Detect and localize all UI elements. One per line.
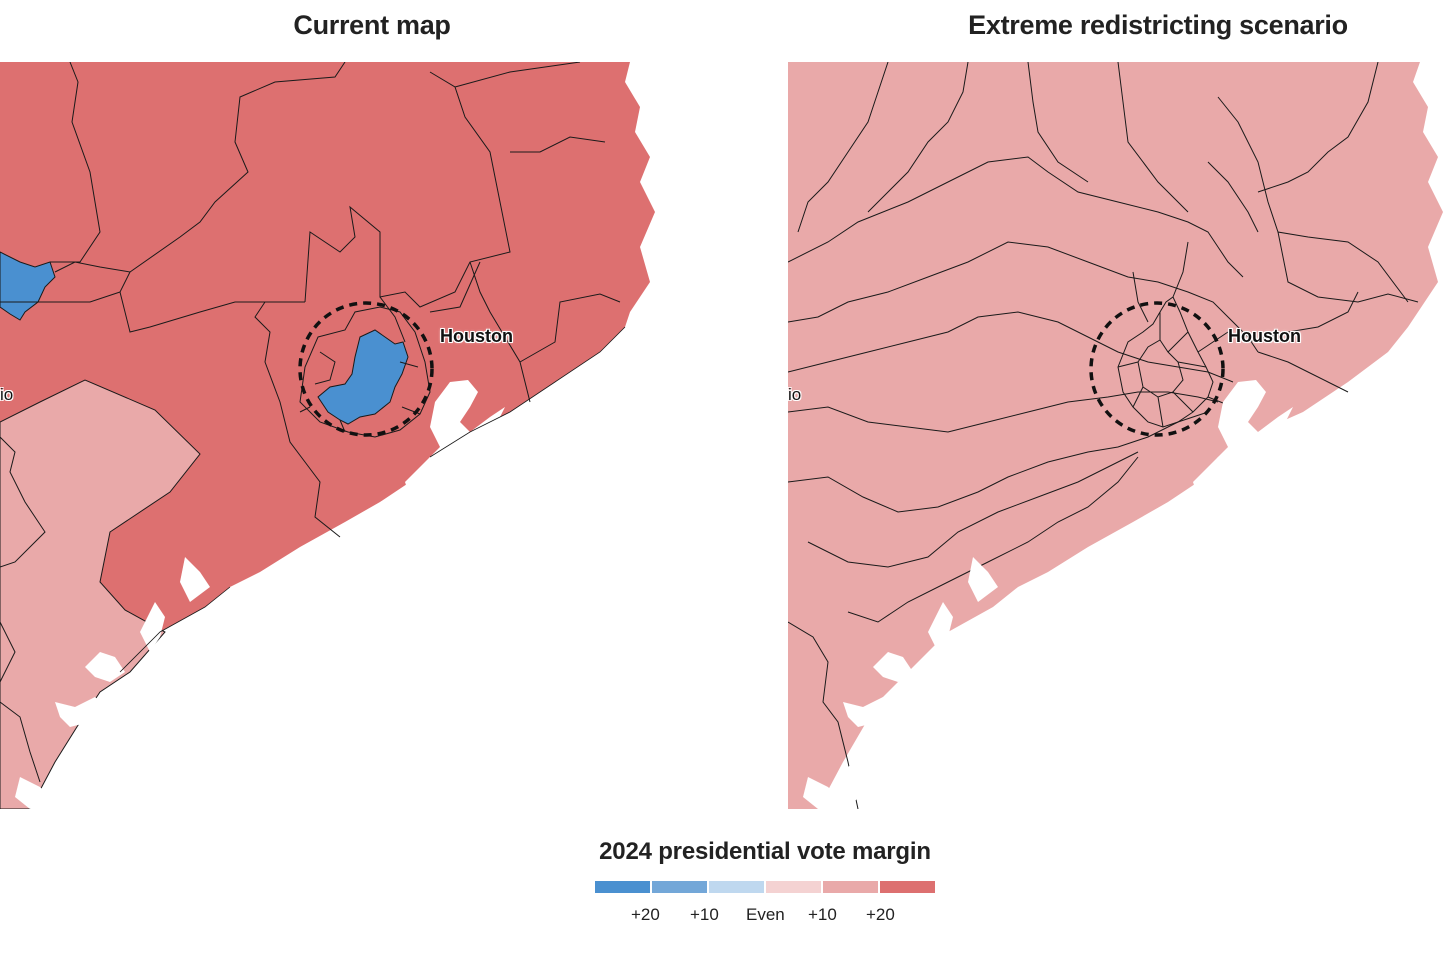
legend-swatch-r10 <box>823 881 878 893</box>
legend-swatch-d10 <box>652 881 707 893</box>
water-bays <box>15 380 505 809</box>
legend-tick-even: Even <box>746 905 785 924</box>
houston-focus-circle-right <box>1089 301 1225 437</box>
redistricting-map: Houston io <box>788 62 1456 809</box>
legend-tick-r10: +10 <box>808 905 837 924</box>
redistricted-borders <box>788 62 1419 809</box>
district-lean-r-southwest <box>0 379 201 809</box>
legend-swatch-r20 <box>880 881 935 893</box>
legend-swatch-d20 <box>595 881 650 893</box>
houston-label: Houston <box>440 326 513 346</box>
legend-swatch-r0 <box>766 881 821 893</box>
houston-label-right: Houston <box>1228 326 1301 346</box>
water-bays-right <box>803 380 1293 809</box>
legend-swatch-d0 <box>709 881 764 893</box>
district-border-sw-inner <box>0 436 46 783</box>
legend-tick-d10: +10 <box>690 905 719 924</box>
legend-swatches <box>595 881 935 893</box>
houston-spoke-borders <box>1117 241 1248 428</box>
houston-inner-borders <box>299 306 431 438</box>
legend-title: 2024 presidential vote margin <box>599 838 931 865</box>
legend-tick-d20: +20 <box>631 905 660 924</box>
current-map: Houston io <box>0 62 744 809</box>
land-lean-r <box>788 62 1443 809</box>
district-d-northwest <box>0 251 56 321</box>
district-borders <box>0 62 621 538</box>
legend-tick-r20: +20 <box>866 905 895 924</box>
redistricting-scenario-title: Extreme redistricting scenario <box>968 10 1348 40</box>
coastline <box>119 326 626 673</box>
houston-focus-circle <box>298 301 434 437</box>
district-d-houston <box>317 329 409 425</box>
san-antonio-label-partial-right: io <box>788 385 802 404</box>
current-map-title: Current map <box>293 10 451 40</box>
san-antonio-label-partial: io <box>0 385 14 404</box>
